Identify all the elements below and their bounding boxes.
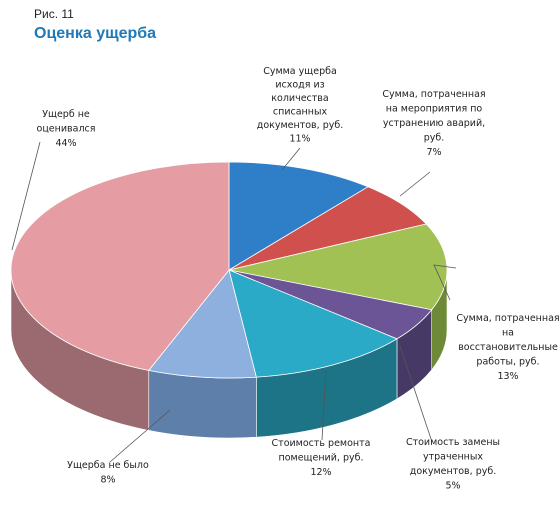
slice-label-line: руб. xyxy=(424,133,445,144)
pie-slice xyxy=(148,269,257,379)
slice-label-line: Сумма, потраченная xyxy=(382,89,485,100)
slice-label-line: Стоимость замены xyxy=(406,437,500,448)
slice-label: Ущерба не было 8% xyxy=(67,409,171,486)
slice-side xyxy=(148,370,257,439)
slice-label-line: Сумма ущерба xyxy=(263,66,337,77)
leader-line xyxy=(433,264,457,301)
leader-line xyxy=(399,171,431,197)
slice-label-line: 8% xyxy=(100,475,115,486)
slice-label-line: документов, руб. xyxy=(410,466,496,477)
slice-label-line: устранению аварий, xyxy=(383,118,485,129)
slice-label-line: оценивался xyxy=(37,124,96,135)
slice-label-line: на мероприятия по xyxy=(386,104,483,115)
slice-label-line: количества xyxy=(271,93,328,104)
slice-label: Стоимость ремонта помещений, руб. 12% xyxy=(272,369,371,478)
slice-label-line: помещений, руб. xyxy=(279,453,364,464)
pie-labels: Сумма ущерба исходя из количества списанных… xyxy=(11,66,560,492)
slice-label-line: списанных xyxy=(273,107,328,118)
slice-label-line: 11% xyxy=(289,134,310,145)
slice-label-line: утраченных xyxy=(423,452,483,463)
slice-label-line: документов, руб. xyxy=(257,120,343,131)
slice-label-line: работы, руб. xyxy=(476,357,539,368)
slice-label-line: Ущерба не было xyxy=(67,460,149,471)
leader-line xyxy=(399,345,433,443)
slice-label: Сумма, потраченная на восстановительные раб… xyxy=(433,264,560,382)
slice-label-line: 12% xyxy=(310,467,331,478)
figure-number: Рис. 11 xyxy=(34,7,74,21)
leader-line xyxy=(321,369,327,441)
pie-slice xyxy=(228,161,369,271)
pie-tops xyxy=(10,161,448,379)
pie-slice xyxy=(10,161,230,371)
slice-label: Стоимость замены утраченных документов, ру… xyxy=(399,345,500,492)
slice-label-line: на xyxy=(502,328,514,339)
leader-line xyxy=(281,147,301,171)
slice-label-line: 5% xyxy=(445,481,460,492)
slice-label-line: 13% xyxy=(497,371,518,382)
slice-label-line: Стоимость ремонта xyxy=(272,438,371,449)
leader-line xyxy=(109,409,171,463)
slice-label-line: Ущерб не xyxy=(42,109,90,120)
slice-label-line: Сумма, потраченная xyxy=(456,313,559,324)
slice-label-line: восстановительные xyxy=(458,342,558,353)
slice-label: Сумма, потраченная на мероприятия по устра… xyxy=(382,89,486,197)
slice-label-line: 44% xyxy=(55,138,76,149)
slice-label: Сумма ущерба исходя из количества списанных… xyxy=(257,66,343,171)
slice-label: Ущерб не оценивался 44% xyxy=(11,109,96,251)
pie-slice xyxy=(228,269,398,378)
chart-title: Оценка ущерба xyxy=(34,25,157,42)
slice-label-line: 7% xyxy=(426,147,441,158)
leader-line xyxy=(11,141,41,251)
slice-label-line: исходя из xyxy=(275,80,324,91)
